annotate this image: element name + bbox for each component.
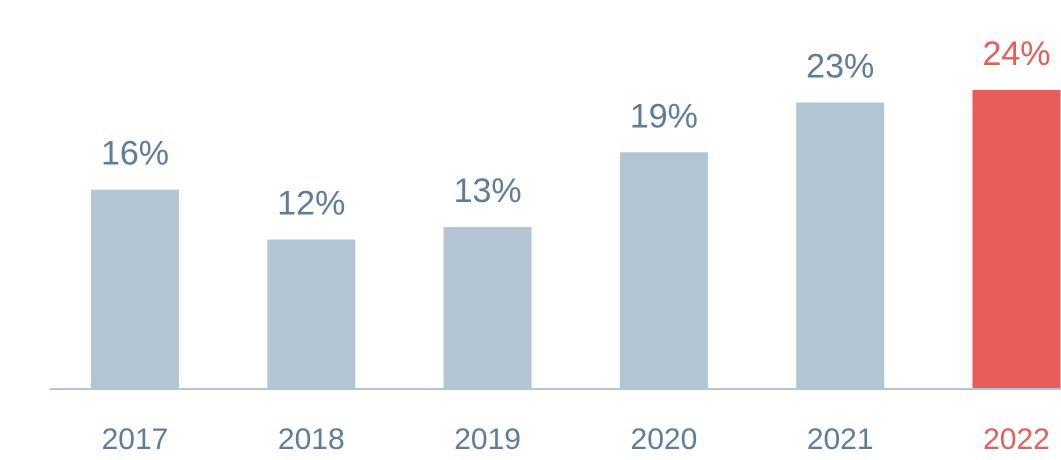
bar (443, 227, 532, 389)
bar (91, 189, 179, 389)
data-label: 23% (806, 47, 874, 85)
x-tick-label: 2019 (454, 423, 521, 456)
bar (619, 152, 708, 389)
data-label: 24% (982, 35, 1050, 73)
x-tick-label: 2020 (631, 423, 698, 456)
bar (267, 239, 356, 389)
data-label: 12% (277, 184, 345, 222)
x-tick-label: 2017 (102, 423, 169, 456)
x-tick-label: 2021 (807, 423, 874, 456)
data-label: 16% (101, 135, 169, 173)
x-tick-label: 2018 (278, 423, 345, 456)
bar (972, 90, 1061, 389)
data-label: 13% (454, 172, 522, 210)
x-tick-label: 2022 (983, 423, 1050, 456)
bar (796, 102, 885, 389)
data-label: 19% (630, 97, 698, 135)
